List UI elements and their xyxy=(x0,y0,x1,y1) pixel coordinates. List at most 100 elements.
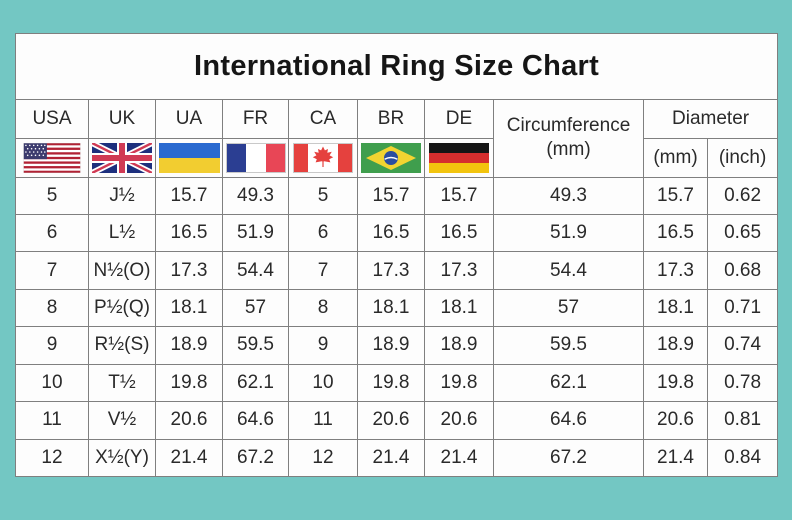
cell-de: 21.4 xyxy=(424,438,494,478)
col-header-usa: USA xyxy=(15,98,89,140)
cell-fr: 51.9 xyxy=(222,214,289,253)
canada-flag-icon xyxy=(293,142,353,173)
cell-diameter-inch: 0.74 xyxy=(706,326,779,365)
table-row: (mm) (inch) xyxy=(15,138,779,178)
canada-flag-cell xyxy=(288,138,358,178)
cell-ua: 15.7 xyxy=(155,176,223,216)
usa-flag-icon xyxy=(23,142,81,173)
cell-usa: 11 xyxy=(15,401,89,440)
uk-flag-cell xyxy=(88,138,156,178)
france-flag-cell xyxy=(222,138,289,178)
cell-br: 16.5 xyxy=(357,214,425,253)
table-row: 7 N½(O) 17.3 54.4 7 17.3 17.3 54.4 17.3 … xyxy=(15,251,779,290)
cell-fr: 64.6 xyxy=(222,401,289,440)
germany-flag-cell xyxy=(424,138,494,178)
cell-diameter-mm: 15.7 xyxy=(643,176,708,216)
cell-diameter-mm: 18.1 xyxy=(643,288,708,328)
cell-uk: R½(S) xyxy=(88,326,156,365)
cell-usa: 6 xyxy=(15,214,89,253)
cell-br: 15.7 xyxy=(357,176,425,216)
cell-ca: 11 xyxy=(288,401,358,440)
france-flag-icon xyxy=(225,142,286,173)
cell-ua: 18.1 xyxy=(155,288,223,328)
cell-ua: 20.6 xyxy=(155,401,223,440)
circumference-label: Circumference xyxy=(506,115,631,137)
cell-diameter-inch: 0.71 xyxy=(706,288,779,328)
table-row: USA UK UA FR CA BR DE Circumference (mm)… xyxy=(15,98,779,178)
cell-diameter-mm: 19.8 xyxy=(643,363,708,403)
col-header-ca: CA xyxy=(288,98,358,140)
cell-de: 15.7 xyxy=(424,176,494,216)
cell-circumference: 64.6 xyxy=(493,401,644,440)
cell-ua: 21.4 xyxy=(155,438,223,478)
cell-de: 17.3 xyxy=(424,251,494,290)
table-row: 10 T½ 19.8 62.1 10 19.8 19.8 62.1 19.8 0… xyxy=(15,363,779,403)
cell-diameter-mm: 21.4 xyxy=(643,438,708,478)
cell-uk: X½(Y) xyxy=(88,438,156,478)
brazil-flag-icon xyxy=(361,142,421,173)
cell-uk: L½ xyxy=(88,214,156,253)
col-header-br: BR xyxy=(357,98,425,140)
cell-diameter-inch: 0.65 xyxy=(706,214,779,253)
cell-circumference: 62.1 xyxy=(493,363,644,403)
cell-fr: 49.3 xyxy=(222,176,289,216)
cell-de: 20.6 xyxy=(424,401,494,440)
brazil-flag-cell xyxy=(357,138,425,178)
germany-flag-icon xyxy=(429,142,489,173)
cell-ca: 9 xyxy=(288,326,358,365)
cell-uk: T½ xyxy=(88,363,156,403)
cell-diameter-mm: 18.9 xyxy=(643,326,708,365)
cell-circumference: 67.2 xyxy=(493,438,644,478)
ukraine-flag-icon xyxy=(158,142,220,173)
cell-usa: 12 xyxy=(15,438,89,478)
cell-diameter-mm: 17.3 xyxy=(643,251,708,290)
cell-ca: 12 xyxy=(288,438,358,478)
col-header-uk: UK xyxy=(88,98,156,140)
col-header-de: DE xyxy=(424,98,494,140)
cell-fr: 57 xyxy=(222,288,289,328)
circumference-unit: (mm) xyxy=(546,139,591,161)
cell-diameter-mm: 20.6 xyxy=(643,401,708,440)
page-title: International Ring Size Chart xyxy=(14,33,779,100)
cell-de: 18.9 xyxy=(424,326,494,365)
cell-usa: 7 xyxy=(15,251,89,290)
cell-fr: 54.4 xyxy=(222,251,289,290)
cell-diameter-mm: 16.5 xyxy=(643,214,708,253)
table-row: 5 J½ 15.7 49.3 5 15.7 15.7 49.3 15.7 0.6… xyxy=(15,176,779,216)
cell-ca: 5 xyxy=(288,176,358,216)
cell-usa: 5 xyxy=(15,176,89,216)
col-header-diameter: Diameter xyxy=(642,98,779,140)
cell-de: 16.5 xyxy=(424,214,494,253)
cell-diameter-inch: 0.78 xyxy=(706,363,779,403)
cell-diameter-inch: 0.84 xyxy=(706,438,779,478)
cell-circumference: 57 xyxy=(493,288,644,328)
cell-ca: 8 xyxy=(288,288,358,328)
cell-diameter-inch: 0.62 xyxy=(706,176,779,216)
usa-flag-cell xyxy=(15,138,89,178)
cell-circumference: 59.5 xyxy=(493,326,644,365)
table-row: 12 X½(Y) 21.4 67.2 12 21.4 21.4 67.2 21.… xyxy=(15,438,779,478)
cell-fr: 59.5 xyxy=(222,326,289,365)
cell-ua: 16.5 xyxy=(155,214,223,253)
cell-diameter-inch: 0.68 xyxy=(706,251,779,290)
cell-ua: 18.9 xyxy=(155,326,223,365)
cell-fr: 62.1 xyxy=(222,363,289,403)
cell-ca: 6 xyxy=(288,214,358,253)
cell-uk: V½ xyxy=(88,401,156,440)
cell-br: 18.1 xyxy=(357,288,425,328)
diameter-unit-inch: (inch) xyxy=(706,138,779,178)
cell-usa: 10 xyxy=(15,363,89,403)
cell-circumference: 54.4 xyxy=(493,251,644,290)
cell-usa: 8 xyxy=(15,288,89,328)
cell-br: 21.4 xyxy=(357,438,425,478)
cell-circumference: 49.3 xyxy=(493,176,644,216)
cell-br: 20.6 xyxy=(357,401,425,440)
cell-usa: 9 xyxy=(15,326,89,365)
cell-de: 18.1 xyxy=(424,288,494,328)
cell-fr: 67.2 xyxy=(222,438,289,478)
cell-diameter-inch: 0.81 xyxy=(706,401,779,440)
cell-br: 17.3 xyxy=(357,251,425,290)
cell-ca: 7 xyxy=(288,251,358,290)
table-row: 11 V½ 20.6 64.6 11 20.6 20.6 64.6 20.6 0… xyxy=(15,401,779,440)
